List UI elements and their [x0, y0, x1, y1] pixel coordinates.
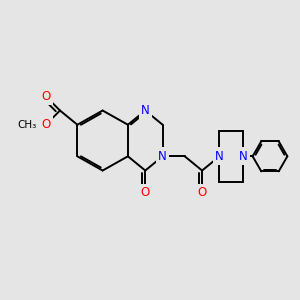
Text: N: N: [239, 150, 248, 163]
Text: O: O: [141, 186, 150, 199]
Text: O: O: [41, 118, 50, 131]
Text: CH₃: CH₃: [17, 120, 37, 130]
Text: N: N: [141, 104, 150, 117]
Text: O: O: [41, 90, 50, 103]
Text: O: O: [197, 186, 207, 199]
Text: N: N: [158, 150, 167, 163]
Text: N: N: [215, 150, 224, 163]
